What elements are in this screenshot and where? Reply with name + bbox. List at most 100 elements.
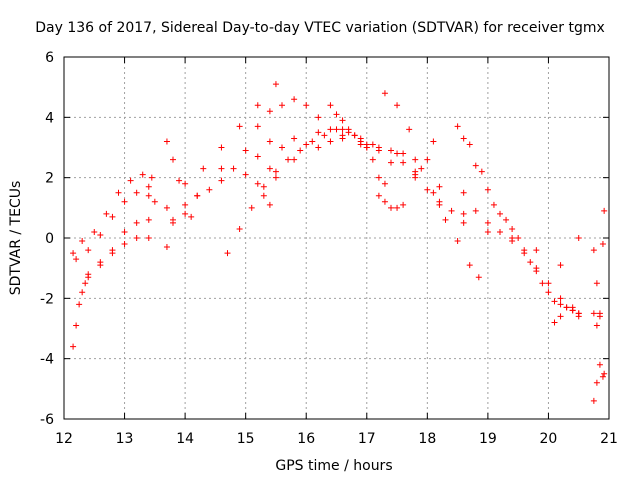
data-point: [272, 81, 279, 88]
data-point: [599, 241, 606, 248]
data-point: [430, 189, 437, 196]
data-point: [590, 310, 597, 317]
data-point: [291, 156, 298, 163]
data-point: [601, 207, 608, 214]
grid: [64, 57, 609, 419]
series-track-c: [85, 216, 152, 281]
data-point: [291, 96, 298, 103]
data-point: [327, 138, 334, 145]
series-track-o: [454, 123, 582, 317]
series-track-h: [163, 132, 431, 251]
chart-title: Day 136 of 2017, Sidereal Day-to-day VTE…: [35, 20, 605, 36]
data-point: [424, 186, 431, 193]
data-point: [521, 247, 528, 254]
data-point: [551, 319, 558, 326]
data-point: [533, 247, 540, 254]
data-point: [400, 159, 407, 166]
x-tick-label: 17: [358, 431, 376, 447]
data-point: [103, 210, 110, 217]
data-point: [85, 271, 92, 278]
data-point: [73, 322, 80, 329]
data-point: [454, 123, 461, 130]
data-point: [333, 111, 340, 118]
x-tick-label: 15: [237, 431, 255, 447]
data-point: [503, 216, 510, 223]
data-point: [539, 280, 546, 287]
data-point: [545, 289, 552, 296]
data-point: [73, 256, 80, 263]
data-point: [121, 228, 128, 235]
data-point: [79, 238, 86, 245]
data-point: [478, 168, 485, 175]
data-point: [139, 171, 146, 178]
plot-frame: [63, 56, 610, 420]
data-point: [254, 153, 261, 160]
data-point: [381, 198, 388, 205]
y-tick-label: 2: [45, 171, 54, 187]
data-point: [472, 162, 479, 169]
data-point: [448, 207, 455, 214]
y-tick-label: -6: [40, 412, 54, 428]
series-track-u: [590, 361, 608, 404]
data-point: [430, 138, 437, 145]
data-point: [109, 250, 116, 257]
data-point: [406, 126, 413, 133]
data-point: [272, 174, 279, 181]
data-point: [79, 289, 86, 296]
data-point: [563, 304, 570, 311]
data-point: [490, 201, 497, 208]
x-tick-label: 14: [176, 431, 194, 447]
data-point: [590, 397, 597, 404]
data-point: [575, 235, 582, 241]
data-point: [279, 144, 285, 151]
data-point: [133, 219, 140, 226]
data-point: [254, 102, 261, 109]
y-tick-label: 6: [45, 50, 54, 66]
data-point: [375, 174, 382, 181]
data-point: [121, 241, 128, 248]
y-tick-label: 0: [45, 231, 54, 247]
data-point: [327, 126, 334, 133]
data-point: [163, 204, 170, 211]
data-point: [254, 123, 261, 130]
data-point: [279, 102, 285, 109]
data-point: [590, 247, 597, 254]
data-point: [601, 370, 608, 377]
x-tick-label: 16: [297, 431, 315, 447]
data-point: [484, 228, 491, 235]
data-point: [381, 180, 388, 187]
data-point: [460, 189, 467, 196]
data-point: [182, 201, 189, 208]
data-point: [400, 150, 407, 157]
data-point: [260, 183, 267, 190]
data-point: [145, 235, 152, 241]
data-point: [593, 379, 600, 386]
data-point: [345, 126, 352, 133]
series-track-v: [590, 310, 603, 329]
data-point: [424, 156, 431, 163]
data-point: [436, 183, 443, 190]
data-point: [194, 192, 201, 199]
data-point: [315, 114, 322, 121]
data-point: [76, 301, 83, 308]
data-point: [145, 192, 152, 199]
data-point: [315, 144, 322, 151]
data-point: [321, 132, 328, 139]
data-point: [436, 198, 443, 205]
data-point: [260, 192, 267, 199]
data-point: [484, 186, 491, 193]
data-point: [454, 238, 461, 245]
series-track-m: [381, 90, 482, 281]
series-track-t: [590, 207, 608, 317]
data-point: [200, 165, 207, 172]
x-tick-label: 20: [540, 431, 558, 447]
data-point: [97, 231, 104, 238]
data-point: [266, 165, 273, 172]
series-track-a: [70, 171, 155, 257]
x-tick-label: 19: [479, 431, 497, 447]
series-track-d: [97, 235, 152, 269]
data-point: [515, 235, 522, 241]
data-point: [418, 165, 425, 172]
data-point: [182, 210, 189, 217]
y-tick-label: 4: [45, 110, 54, 126]
